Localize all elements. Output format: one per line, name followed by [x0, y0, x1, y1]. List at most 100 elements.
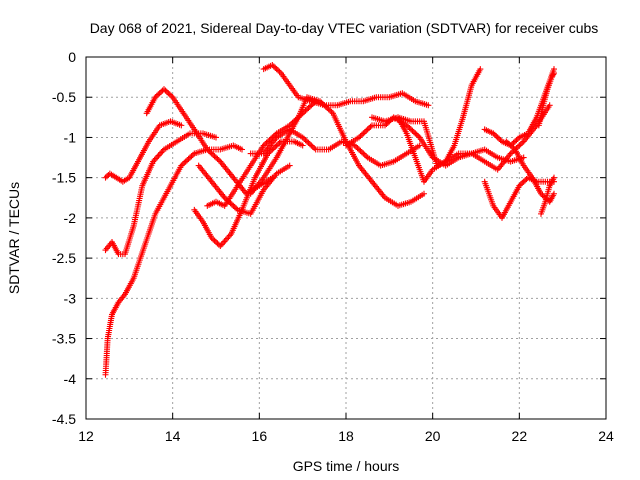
data-point-marker — [308, 142, 315, 149]
data-point-marker — [179, 161, 186, 168]
data-point-marker — [161, 86, 167, 93]
data-point-marker — [509, 143, 516, 150]
data-point-marker — [260, 142, 267, 149]
data-point-marker — [522, 177, 529, 184]
data-point-marker — [491, 131, 498, 138]
series-track-6 — [191, 138, 306, 250]
data-point-marker — [546, 102, 553, 109]
y-tick-label: 0 — [68, 49, 76, 65]
data-point-marker — [302, 137, 309, 144]
data-point-marker — [272, 64, 279, 71]
data-point-marker — [357, 133, 364, 140]
data-point-marker — [263, 139, 270, 146]
series-track-3 — [102, 118, 185, 185]
data-point-marker — [211, 237, 218, 244]
data-point-marker — [306, 141, 313, 148]
series-track-10 — [247, 94, 427, 209]
y-tick-label: -3.5 — [52, 331, 76, 347]
data-point-marker — [360, 150, 367, 157]
data-point-marker — [168, 92, 175, 99]
data-point-marker — [357, 147, 364, 154]
x-tick-label: 20 — [425, 428, 441, 444]
data-point-marker — [504, 139, 511, 146]
data-point-marker — [102, 174, 109, 181]
data-point-marker — [165, 90, 172, 97]
data-point-marker — [158, 149, 165, 156]
data-point-marker — [184, 157, 191, 164]
data-point-marker — [309, 143, 316, 150]
data-point-marker — [507, 142, 514, 149]
x-tick-label: 24 — [598, 428, 614, 444]
data-point-marker — [213, 134, 219, 141]
data-point-marker — [409, 127, 416, 134]
data-point-marker — [204, 146, 211, 153]
series-track-1 — [102, 142, 245, 378]
series-track-17 — [535, 70, 557, 129]
data-point-marker — [103, 173, 110, 180]
data-point-marker — [218, 241, 225, 248]
data-point-marker — [517, 181, 524, 188]
data-point-marker — [178, 122, 185, 129]
data-point-marker — [520, 178, 527, 185]
x-tick-label: 22 — [512, 428, 528, 444]
series-layer — [102, 62, 557, 378]
data-point-marker — [321, 102, 328, 109]
data-point-marker — [516, 182, 523, 189]
data-point-marker — [269, 146, 276, 153]
data-point-marker — [189, 151, 196, 158]
data-point-marker — [222, 237, 229, 244]
data-point-marker — [210, 151, 217, 158]
data-point-marker — [317, 98, 323, 105]
data-point-marker — [496, 135, 503, 142]
data-point-marker — [538, 190, 544, 197]
data-point-marker — [275, 67, 282, 74]
data-point-marker — [185, 155, 192, 162]
data-point-marker — [358, 149, 365, 156]
data-point-marker — [548, 74, 555, 81]
data-point-marker — [153, 92, 160, 99]
data-point-marker — [211, 153, 218, 160]
data-point-marker — [551, 70, 557, 77]
data-point-marker — [221, 194, 228, 201]
data-point-marker — [301, 135, 308, 142]
x-tick-label: 16 — [252, 428, 268, 444]
data-point-marker — [265, 138, 271, 145]
data-point-marker — [405, 123, 412, 130]
y-axis-ticks: 0 -0.5 -1 -1.5 -2 -2.5 -3 -3.5 -4 -4.5 — [52, 49, 606, 427]
data-point-marker — [550, 71, 557, 78]
data-point-marker — [152, 94, 159, 101]
data-point-marker — [270, 145, 277, 152]
data-point-marker — [163, 88, 170, 95]
data-point-marker — [305, 139, 312, 146]
data-point-marker — [477, 66, 484, 73]
data-point-marker — [319, 100, 326, 107]
data-point-marker — [215, 157, 222, 164]
data-point-marker — [363, 153, 370, 160]
data-point-marker — [239, 146, 245, 153]
data-point-marker — [510, 145, 517, 152]
series-track-8 — [247, 126, 423, 169]
x-tick-label: 18 — [338, 428, 354, 444]
data-point-marker — [328, 108, 335, 115]
data-point-marker — [262, 141, 269, 148]
data-point-marker — [214, 240, 221, 247]
data-point-marker — [181, 159, 188, 166]
data-point-marker — [155, 91, 162, 98]
data-point-marker — [493, 133, 500, 140]
data-point-marker — [327, 107, 334, 114]
data-point-marker — [156, 90, 163, 97]
data-point-marker — [413, 131, 420, 138]
data-point-marker — [520, 154, 527, 161]
data-point-marker — [276, 68, 283, 75]
y-tick-label: -4 — [64, 371, 77, 387]
data-point-marker — [415, 133, 422, 140]
data-point-marker — [503, 138, 510, 145]
data-point-marker — [230, 202, 237, 209]
series-track-5 — [195, 162, 293, 217]
data-point-marker — [490, 130, 497, 137]
data-point-marker — [159, 148, 166, 155]
data-point-marker — [205, 147, 212, 154]
data-point-marker — [361, 151, 368, 158]
data-point-marker — [408, 126, 414, 133]
data-point-marker — [367, 123, 374, 130]
